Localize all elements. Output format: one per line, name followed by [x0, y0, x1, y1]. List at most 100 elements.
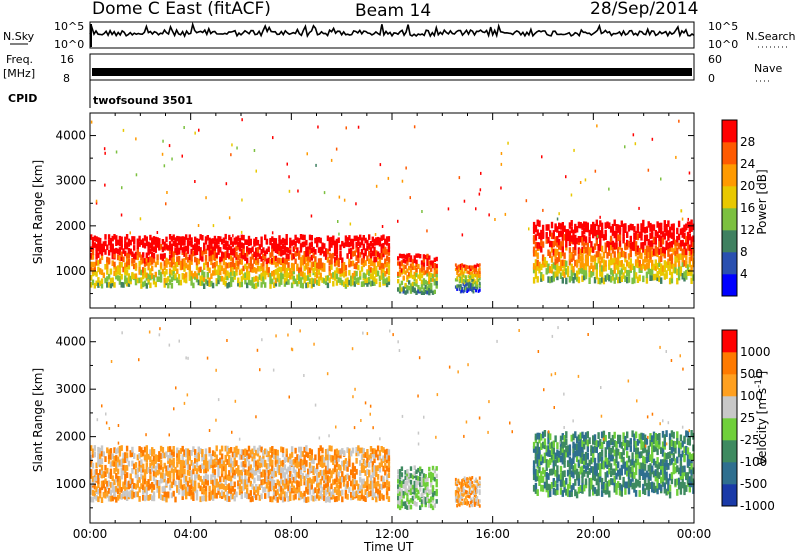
echo-cell [203, 242, 206, 249]
echo-cell [158, 468, 161, 475]
echo-cell [170, 243, 174, 250]
echo-cell [342, 266, 346, 272]
echo-cell [109, 461, 113, 468]
echo-cell [240, 461, 243, 468]
echo-cell [298, 254, 301, 260]
echo-cell [102, 241, 105, 247]
echo-cell [647, 445, 650, 453]
echo-cell [357, 240, 360, 247]
echo-cell [152, 236, 156, 242]
echo-cell [224, 486, 227, 492]
echo-cell [435, 479, 438, 484]
echo-cell [278, 469, 281, 476]
echo-cell [478, 267, 481, 271]
echo-cell [93, 269, 96, 276]
echo-cell [133, 491, 136, 498]
echo-cell [240, 259, 243, 265]
echo-cell [373, 477, 376, 484]
echo-cell [161, 494, 165, 501]
echo-cell [615, 483, 618, 490]
echo-cell [149, 475, 152, 481]
echo-cell [660, 235, 663, 242]
echo-cell [113, 282, 116, 288]
sparse-echo [168, 144, 171, 148]
echo-cell [265, 248, 269, 255]
echo-cell [478, 484, 481, 489]
echo-cell [330, 470, 333, 477]
sparse-echo [338, 195, 341, 199]
echo-cell [154, 281, 157, 288]
echo-cell [213, 245, 217, 251]
echo-cell [249, 260, 252, 267]
sparse-echo [290, 347, 293, 351]
echo-cell [366, 457, 369, 463]
echo-cell [426, 261, 429, 267]
echo-cell [387, 481, 391, 488]
echo-cell [244, 473, 247, 480]
echo-cell [219, 476, 222, 483]
echo-cell [652, 236, 656, 244]
echo-cell [620, 275, 623, 282]
echo-cell [310, 277, 313, 284]
echo-cell [342, 450, 346, 456]
echo-cell [163, 485, 166, 492]
echo-cell [142, 242, 145, 248]
echo-cell [183, 277, 186, 283]
echo-cell [305, 486, 308, 493]
echo-cell [344, 283, 348, 289]
echo-cell [172, 251, 175, 257]
echo-band-3 [532, 430, 695, 499]
echo-cell [310, 264, 313, 271]
echo-cell [323, 251, 326, 257]
echo-cell [215, 492, 218, 499]
echo-cell [586, 452, 589, 460]
echo-cell [561, 490, 564, 497]
echo-cell [296, 250, 299, 257]
echo-cell [550, 246, 554, 253]
echo-cell [177, 259, 181, 265]
echo-cell [660, 459, 663, 467]
echo-cell [368, 250, 371, 257]
echo-cell [606, 481, 609, 488]
echo-cell [289, 465, 292, 471]
echo-cell [385, 474, 389, 480]
echo-cell [131, 260, 134, 267]
echo-cell [337, 478, 340, 485]
echo-cell [590, 449, 593, 457]
echo-cell [280, 245, 283, 252]
echo-cell [463, 481, 466, 486]
echo-cell [296, 483, 299, 490]
echo-cell [237, 483, 240, 490]
echo-cell [99, 248, 102, 255]
sparse-echo [138, 358, 140, 362]
echo-cell [109, 242, 113, 248]
echo-cell [183, 258, 186, 264]
echo-cell [116, 239, 120, 246]
echo-cell [136, 491, 139, 498]
echo-cell [375, 471, 378, 477]
echo-cell [686, 244, 690, 251]
echo-cell [627, 487, 631, 495]
echo-cell [375, 481, 378, 488]
echo-cell [246, 239, 249, 245]
echo-cell [174, 241, 177, 248]
sparse-echo [627, 379, 630, 383]
echo-cell [540, 246, 543, 253]
echo-cell [643, 434, 647, 442]
echo-cell [595, 239, 598, 246]
sparse-echo [105, 412, 107, 416]
echo-cell [226, 274, 229, 281]
echo-cell [638, 259, 641, 267]
echo-cell [463, 270, 466, 274]
echo-cell [387, 243, 391, 249]
echo-cell [170, 492, 174, 499]
echo-cell [228, 253, 231, 259]
echo-cell [330, 273, 333, 279]
echo-cell [181, 258, 184, 265]
echo-cell [228, 448, 231, 454]
echo-cell [408, 253, 411, 258]
echo-cell [90, 454, 93, 461]
sparse-echo [360, 419, 362, 422]
echo-cell [100, 269, 104, 275]
echo-cell [231, 257, 235, 263]
